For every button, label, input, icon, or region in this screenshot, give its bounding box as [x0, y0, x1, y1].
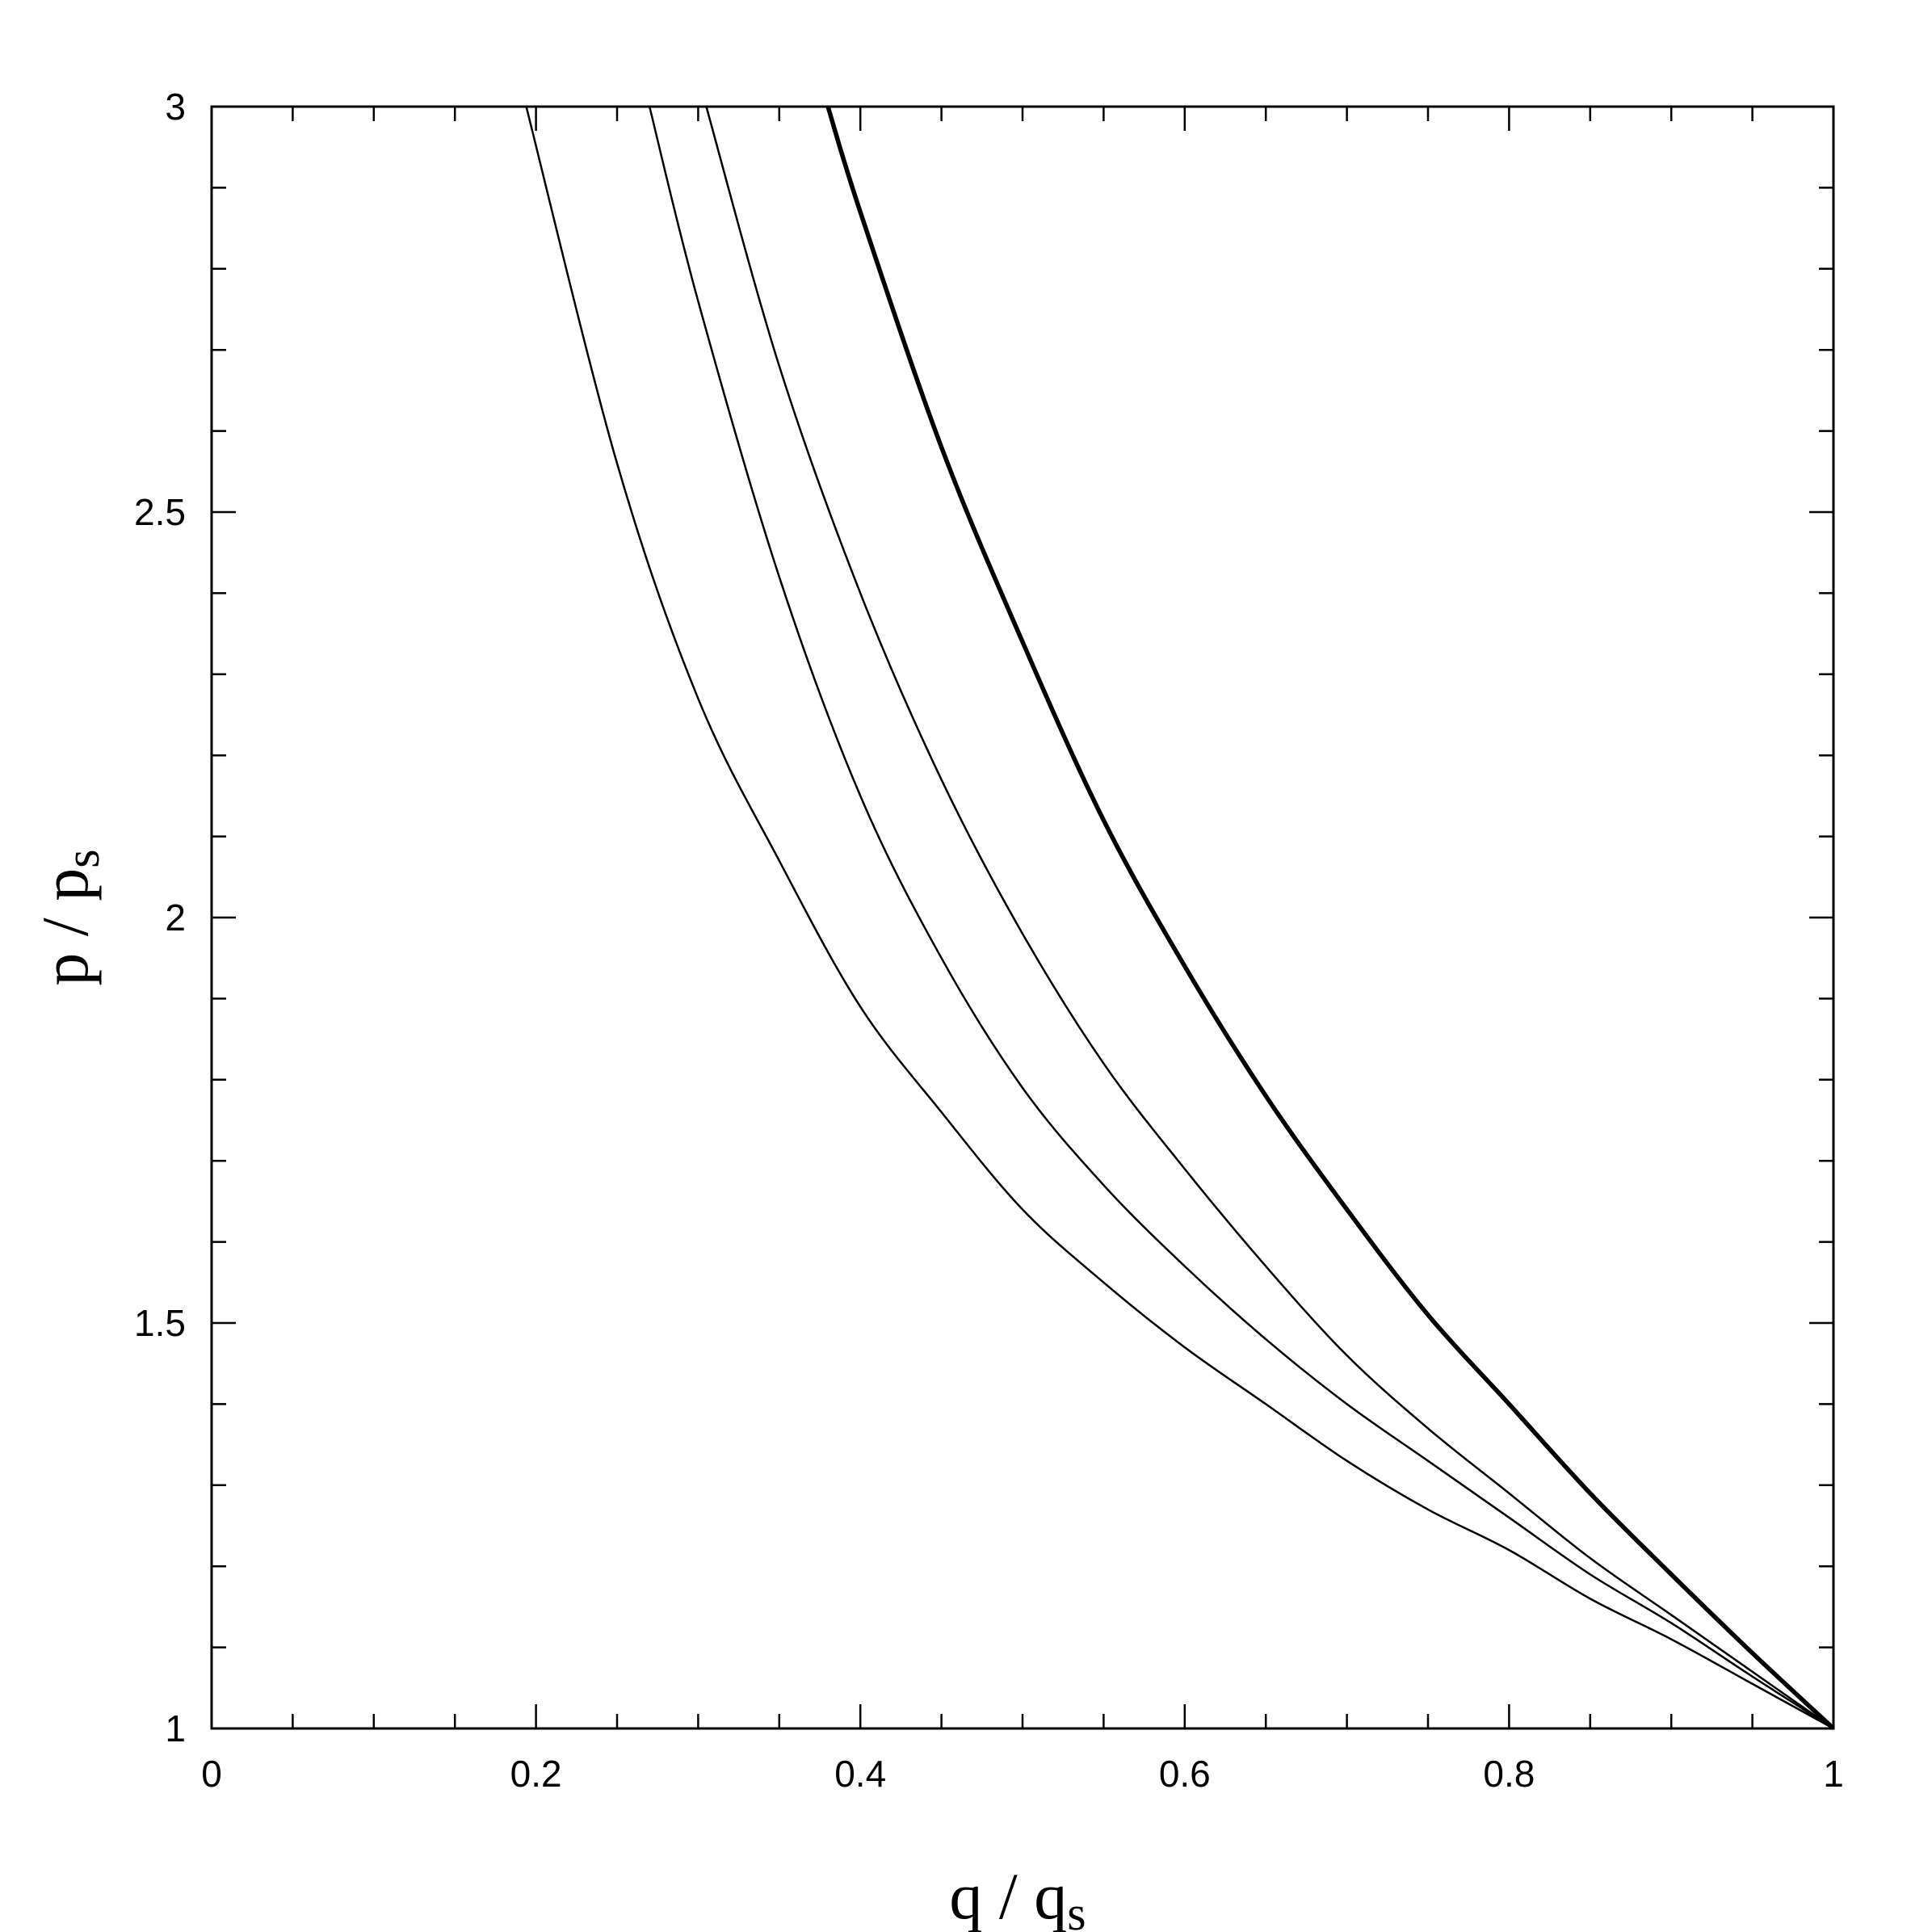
- x-tick-label: 0.8: [1483, 1753, 1535, 1795]
- series-line-4: [825, 106, 1835, 1731]
- y-tick-label: 3: [165, 86, 186, 128]
- y-tick-label: 1: [165, 1707, 186, 1749]
- series-line-2: [648, 106, 1834, 1730]
- series-line-3: [705, 106, 1834, 1730]
- y-tick-label: 2: [165, 897, 186, 939]
- axis-ticks: [210, 105, 1835, 1730]
- series-line-1: [525, 106, 1834, 1730]
- y-tick-label: 1.5: [134, 1302, 186, 1344]
- y-axis-title: p / ps: [28, 849, 109, 985]
- y-tick-label: 2.5: [134, 491, 186, 533]
- tick-labels: 0 0.2 0.4 0.6 0.8 1 1 1.5 2 2.5 3: [134, 86, 1844, 1795]
- x-tick-label: 1: [1823, 1753, 1844, 1795]
- x-axis-title: q / qs: [949, 1859, 1086, 1932]
- x-tick-label: 0.6: [1159, 1753, 1211, 1795]
- x-tick-label: 0.4: [834, 1753, 886, 1795]
- series-layer: [525, 106, 1835, 1731]
- plot-frame: [210, 105, 1835, 1730]
- x-tick-label: 0: [201, 1753, 222, 1795]
- x-tick-label: 0.2: [510, 1753, 562, 1795]
